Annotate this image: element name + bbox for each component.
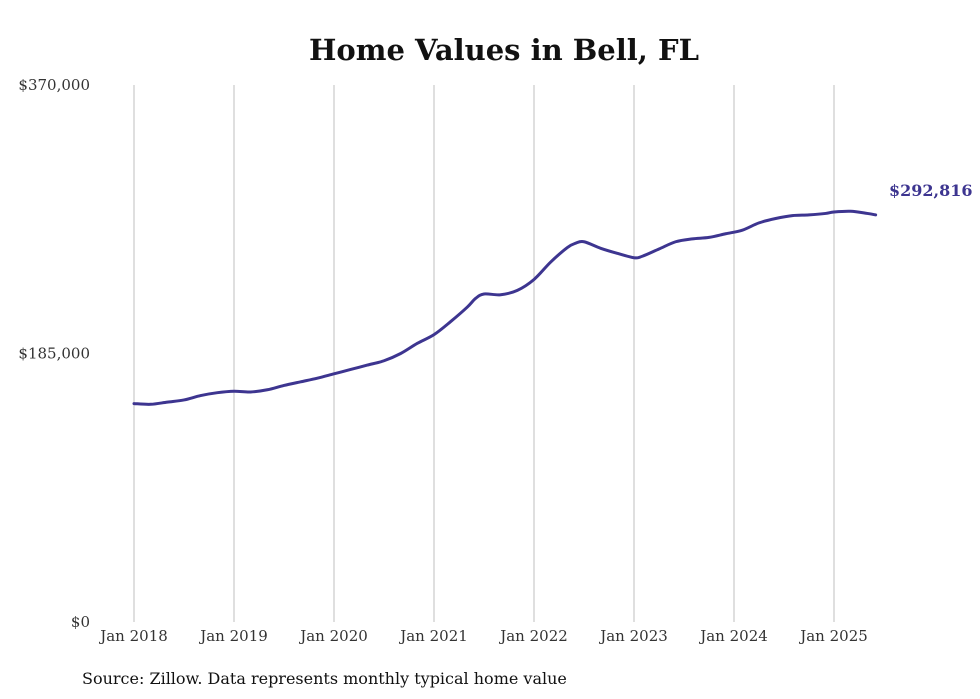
x-axis: Jan 2018 Jan 2019 Jan 2020 Jan 2021 Jan 2022…: [98, 627, 868, 645]
x-tick-label: Jan 2020: [298, 627, 368, 645]
source-note: Source: Zillow. Data represents monthly …: [82, 669, 567, 688]
x-tick-label: Jan 2021: [398, 627, 468, 645]
x-tick-label: Jan 2019: [198, 627, 268, 645]
y-tick-label: $0: [71, 613, 90, 631]
x-tick-label: Jan 2022: [498, 627, 568, 645]
y-tick-label: $370,000: [18, 76, 90, 94]
series-layer: [132, 209, 878, 406]
y-tick-label: $185,000: [18, 345, 90, 363]
gridlines: [133, 85, 835, 622]
end-value-label: $292,816: [889, 181, 973, 200]
x-tick-label: Jan 2023: [598, 627, 668, 645]
series-line: [132, 209, 878, 406]
x-tick-label: Jan 2018: [98, 627, 168, 645]
x-tick-label: Jan 2024: [698, 627, 768, 645]
y-axis: $0 $185,000 $370,000: [18, 76, 90, 631]
x-tick-label: Jan 2025: [798, 627, 868, 645]
chart-title: Home Values in Bell, FL: [309, 33, 699, 67]
